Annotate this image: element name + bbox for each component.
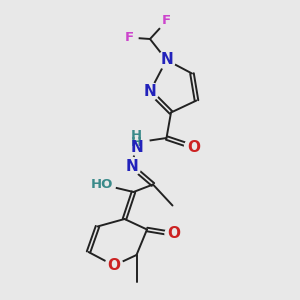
Text: O: O xyxy=(167,226,181,242)
Text: H: H xyxy=(131,129,142,142)
Circle shape xyxy=(141,82,159,100)
Circle shape xyxy=(158,51,175,69)
Text: O: O xyxy=(187,140,200,154)
Circle shape xyxy=(88,171,116,198)
Text: N: N xyxy=(126,159,138,174)
Circle shape xyxy=(158,12,175,30)
Circle shape xyxy=(165,225,183,243)
Circle shape xyxy=(123,158,141,175)
Text: H: H xyxy=(131,136,142,149)
Circle shape xyxy=(120,28,138,46)
Text: N: N xyxy=(130,140,143,155)
Circle shape xyxy=(105,256,123,274)
Text: N: N xyxy=(160,52,173,68)
Circle shape xyxy=(128,134,146,152)
Text: HO: HO xyxy=(91,178,113,191)
Text: N: N xyxy=(144,84,156,99)
Circle shape xyxy=(184,138,202,156)
Circle shape xyxy=(124,130,149,155)
Text: O: O xyxy=(107,258,121,273)
Text: F: F xyxy=(162,14,171,28)
Text: F: F xyxy=(124,31,134,44)
